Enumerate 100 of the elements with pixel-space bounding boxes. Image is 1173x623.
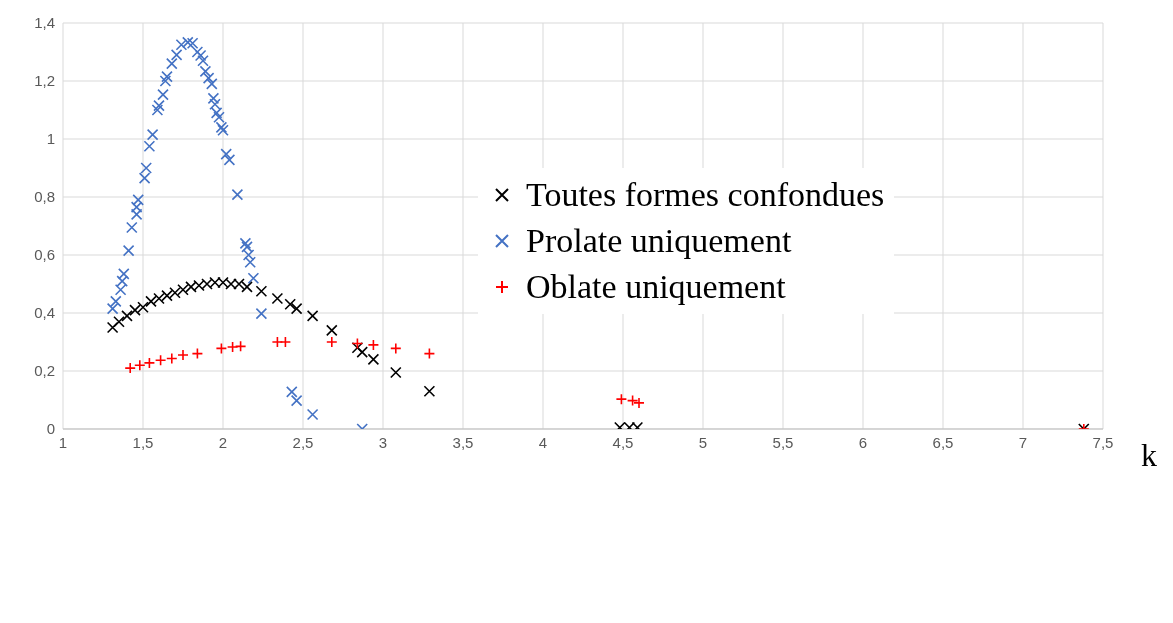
point [177, 349, 189, 361]
x-axis-title: k [1141, 436, 1157, 473]
point [207, 92, 220, 105]
x-tick-label: 6 [858, 433, 868, 451]
point [231, 188, 244, 201]
x-tick-label: 4,5 [612, 433, 634, 451]
point [170, 49, 183, 61]
legend-label: Prolate uniquement [526, 221, 792, 261]
x-tick-label: 6,5 [932, 433, 954, 451]
point [106, 321, 119, 334]
point [279, 336, 292, 348]
point [326, 336, 338, 348]
y-tick-label: 0,2 [34, 362, 55, 380]
point [143, 140, 156, 153]
point [159, 75, 172, 87]
point [351, 342, 364, 354]
point [241, 241, 253, 253]
point [215, 342, 228, 355]
point [271, 292, 284, 305]
point [118, 268, 130, 280]
point [113, 315, 125, 328]
point [242, 249, 255, 261]
point [423, 385, 436, 398]
point [154, 354, 167, 367]
x-tick-label: 3 [378, 433, 388, 451]
point [110, 295, 122, 308]
point [213, 111, 225, 124]
point [247, 272, 260, 284]
point [126, 221, 138, 234]
x-tick-label: 5 [698, 433, 708, 451]
point [106, 302, 119, 315]
x-tick-label: 3,5 [452, 433, 474, 451]
point [191, 46, 204, 58]
point [202, 72, 215, 84]
point [234, 340, 247, 353]
point [132, 194, 144, 206]
x-tick-label: 1,5 [132, 433, 154, 451]
legend-label: Toutes formes confondues [526, 175, 885, 215]
point [255, 307, 268, 320]
point [146, 128, 159, 141]
point [209, 98, 221, 110]
point [390, 342, 402, 355]
y-tick-label: 0,4 [34, 304, 55, 322]
point [239, 237, 252, 250]
point [122, 244, 135, 257]
point [182, 36, 194, 49]
point [199, 65, 212, 78]
point [151, 104, 164, 116]
point [326, 324, 338, 337]
point [367, 353, 380, 366]
point [191, 347, 204, 360]
point [157, 88, 169, 101]
y-tick-label: 0,8 [34, 188, 55, 206]
x-tick-label: 2 [218, 433, 228, 451]
point [140, 162, 152, 174]
point [124, 362, 136, 374]
point [290, 394, 303, 407]
x-tick-label: 5,5 [772, 433, 794, 451]
point [255, 285, 268, 298]
y-tick-label: 0 [46, 420, 55, 438]
y-tick-label: 1,4 [34, 14, 55, 32]
y-tick-label: 0,6 [34, 246, 55, 264]
point [223, 154, 236, 166]
point [226, 341, 239, 353]
x-tick-label: 1 [58, 433, 68, 451]
y-tick-label: 1,2 [34, 72, 55, 90]
point [197, 54, 209, 67]
point [284, 298, 296, 311]
point [244, 256, 256, 269]
point [166, 57, 178, 70]
point [130, 201, 143, 213]
point [356, 346, 368, 358]
point [166, 352, 178, 365]
point [390, 366, 402, 379]
point [134, 359, 146, 371]
point [423, 347, 436, 360]
point [114, 284, 127, 296]
x-tick-label: 7,5 [1092, 433, 1114, 451]
point [116, 275, 128, 287]
y-tick-label: 1 [46, 130, 55, 148]
point [143, 357, 156, 369]
point [220, 148, 232, 160]
point [351, 337, 364, 350]
point [210, 107, 223, 119]
x-tick-label: 2,5 [292, 433, 314, 451]
point [121, 310, 133, 322]
point [206, 78, 218, 90]
legend-label: Oblate uniquement [526, 267, 786, 307]
point [161, 70, 173, 83]
point [367, 339, 380, 351]
point [153, 99, 165, 112]
x-tick-label: 4 [538, 433, 548, 451]
point [286, 386, 298, 398]
point [290, 302, 303, 315]
point [194, 49, 207, 62]
point [306, 408, 319, 421]
point [138, 172, 151, 184]
x-tick-label: 7 [1018, 433, 1028, 451]
point [306, 310, 319, 322]
point [130, 208, 143, 221]
